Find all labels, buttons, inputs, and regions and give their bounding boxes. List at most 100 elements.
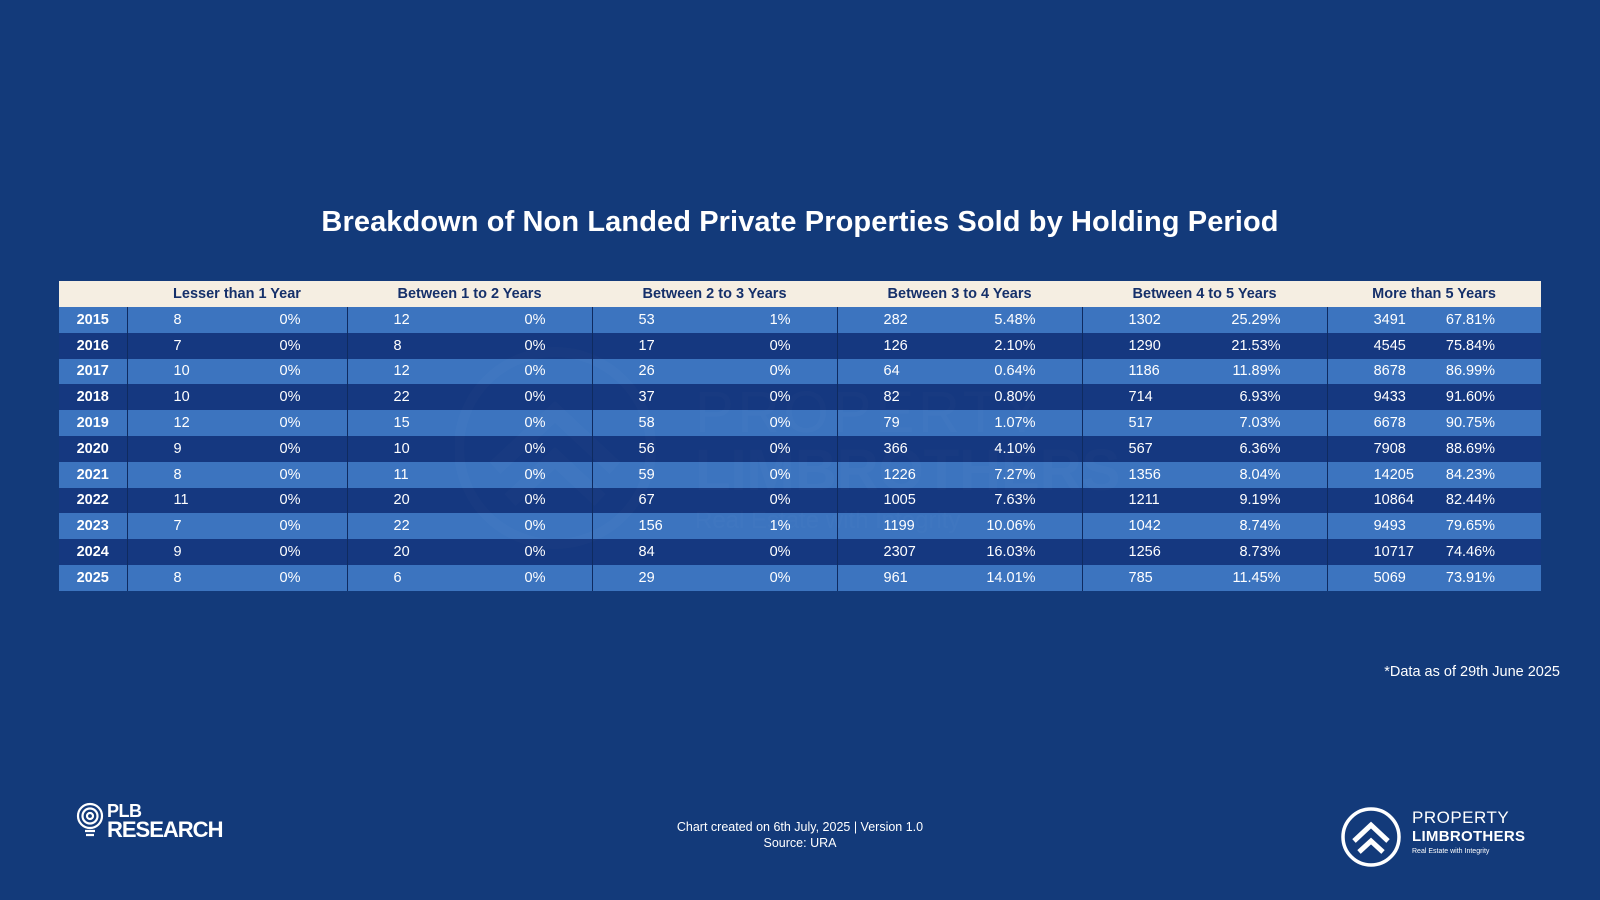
percent-cell: 0%: [469, 513, 593, 540]
percent-cell: 5.48%: [959, 307, 1083, 333]
percent-cell: 0%: [714, 539, 838, 565]
percent-cell: 0%: [714, 358, 838, 385]
count-cell: 1356: [1081, 461, 1205, 488]
count-cell: 1226: [836, 461, 960, 488]
count-cell: 785: [1081, 564, 1205, 591]
count-cell: 22: [346, 384, 469, 411]
table-row: 2021 8 0% 11 0% 59 0% 1226 7.27% 1356 8.04% 14205 84…: [59, 461, 1542, 488]
percent-cell: 6.36%: [1204, 435, 1328, 462]
percent-cell: 0%: [237, 307, 347, 333]
percent-cell: 2.10%: [959, 332, 1083, 359]
year-cell: 2015: [59, 307, 128, 333]
count-cell: 366: [836, 435, 960, 462]
percent-cell: 0%: [714, 487, 838, 514]
pl-tagline: Real Estate with Integrity: [1412, 848, 1490, 855]
percent-cell: 0%: [469, 307, 593, 333]
count-cell: 17: [591, 332, 715, 359]
count-cell: 3491: [1326, 307, 1435, 333]
count-cell: 8678: [1326, 358, 1435, 385]
percent-cell: 0%: [469, 539, 593, 565]
percent-cell: 0%: [469, 487, 593, 514]
count-cell: 11: [127, 487, 237, 514]
table-row: 2019 12 0% 15 0% 58 0% 79 1.07% 517 7.03% 6678 90.75…: [59, 410, 1542, 436]
count-cell: 7908: [1326, 435, 1435, 462]
count-cell: 6678: [1326, 410, 1435, 436]
chart-title: Breakdown of Non Landed Private Properti…: [321, 206, 1279, 238]
percent-cell: 14.01%: [959, 564, 1083, 591]
percent-cell: 0%: [469, 332, 593, 359]
table-row: 2017 10 0% 12 0% 26 0% 64 0.64% 1186 11.89% 8678 86.…: [59, 358, 1542, 385]
count-cell: 961: [836, 564, 960, 591]
chart-credit: Chart created on 6th July, 2025 | Versio…: [0, 819, 1600, 851]
data-footnote: *Data as of 29th June 2025: [1384, 664, 1560, 680]
year-cell: 2022: [59, 487, 128, 514]
count-cell: 9: [127, 539, 237, 565]
count-cell: 8: [346, 332, 469, 359]
percent-cell: 0%: [237, 410, 347, 436]
percent-cell: 0.64%: [959, 358, 1083, 385]
count-cell: 567: [1081, 435, 1205, 462]
count-cell: 9433: [1326, 384, 1435, 411]
count-cell: 64: [836, 358, 960, 385]
count-cell: 1186: [1081, 358, 1205, 385]
count-cell: 26: [591, 358, 715, 385]
pl-name-property: PROPERTY: [1412, 808, 1510, 827]
count-cell: 7: [127, 513, 237, 540]
percent-cell: 8.73%: [1204, 539, 1328, 565]
header-year: [59, 281, 127, 307]
year-cell: 2017: [59, 358, 128, 385]
percent-cell: 9.19%: [1204, 487, 1328, 514]
percent-cell: 0%: [469, 564, 593, 591]
count-cell: 1199: [836, 513, 960, 540]
percent-cell: 0%: [237, 539, 347, 565]
year-cell: 2018: [59, 384, 128, 411]
percent-cell: 73.91%: [1434, 564, 1542, 591]
percent-cell: 0%: [237, 384, 347, 411]
count-cell: 14205: [1326, 461, 1435, 488]
research-text: RESEARCH: [107, 817, 223, 842]
count-cell: 56: [591, 435, 715, 462]
count-cell: 37: [591, 384, 715, 411]
year-cell: 2016: [59, 332, 128, 359]
percent-cell: 88.69%: [1434, 435, 1542, 462]
count-cell: 8: [127, 307, 237, 333]
count-cell: 10: [346, 435, 469, 462]
percent-cell: 0%: [237, 358, 347, 385]
percent-cell: 79.65%: [1434, 513, 1542, 540]
percent-cell: 1%: [714, 307, 838, 333]
plb-text: PLB: [107, 801, 142, 821]
table-row: 2016 7 0% 8 0% 17 0% 126 2.10% 1290 21.53% 4545 75.8…: [59, 332, 1542, 359]
percent-cell: 0%: [714, 435, 838, 462]
count-cell: 8: [127, 461, 237, 488]
year-cell: 2024: [59, 539, 128, 565]
count-cell: 15: [346, 410, 469, 436]
table-row: 2025 8 0% 6 0% 29 0% 961 14.01% 785 11.45% 5069 73.9…: [59, 564, 1542, 591]
pl-name-limbrothers: LIMBROTHERS: [1412, 828, 1526, 845]
percent-cell: 82.44%: [1434, 487, 1542, 514]
count-cell: 9: [127, 435, 237, 462]
percent-cell: 0%: [237, 461, 347, 488]
header-col-2: Between 1 to 2 Years: [347, 281, 593, 307]
percent-cell: 84.23%: [1434, 461, 1542, 488]
percent-cell: 0%: [469, 461, 593, 488]
header-col-3: Between 2 to 3 Years: [592, 281, 838, 307]
header-col-1: Lesser than 1 Year: [127, 281, 347, 307]
count-cell: 156: [591, 513, 715, 540]
count-cell: 9493: [1326, 513, 1435, 540]
percent-cell: 90.75%: [1434, 410, 1542, 436]
credit-line-source: Source: URA: [763, 836, 837, 850]
year-cell: 2023: [59, 513, 128, 540]
percent-cell: 0%: [714, 332, 838, 359]
count-cell: 10864: [1326, 487, 1435, 514]
count-cell: 8: [127, 564, 237, 591]
percent-cell: 25.29%: [1204, 307, 1328, 333]
table-row: 2020 9 0% 10 0% 56 0% 366 4.10% 567 6.36% 7908 88.69…: [59, 435, 1542, 462]
percent-cell: 16.03%: [959, 539, 1083, 565]
count-cell: 67: [591, 487, 715, 514]
percent-cell: 6.93%: [1204, 384, 1328, 411]
percent-cell: 0%: [469, 358, 593, 385]
bulb-icon: [76, 802, 104, 837]
year-cell: 2019: [59, 410, 128, 436]
table-row: 2015 8 0% 12 0% 53 1% 282 5.48% 1302 25.29% 3491 67.…: [59, 307, 1542, 333]
percent-cell: 1.07%: [959, 410, 1083, 436]
